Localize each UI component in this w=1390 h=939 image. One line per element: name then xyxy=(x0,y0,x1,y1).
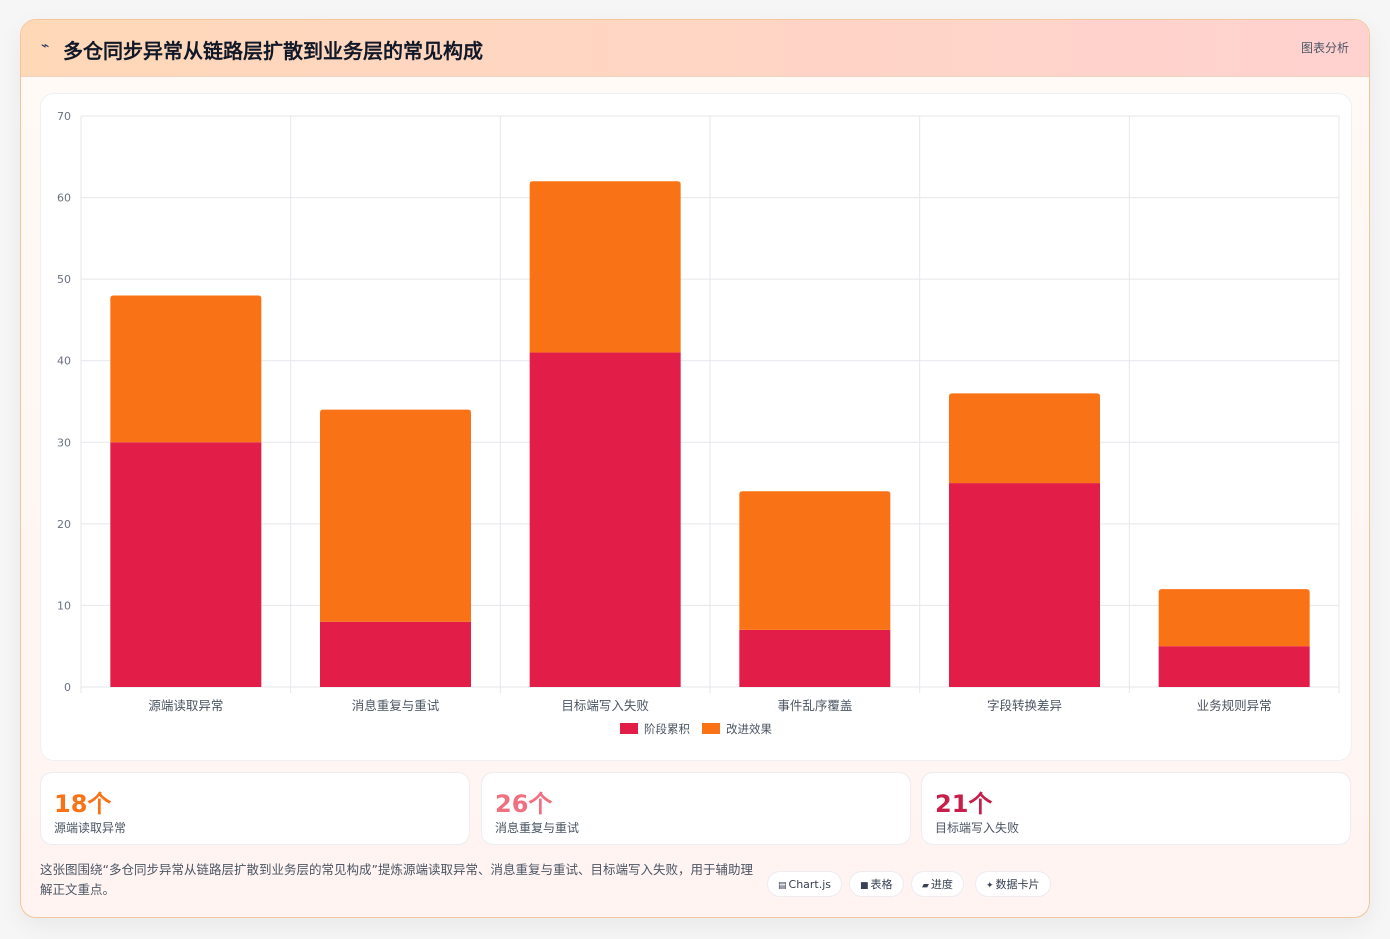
chart-card: ⌁ 多仓同步异常从链路层扩散到业务层的常见构成 图表分析 0 10 20 30 40 50… xyxy=(20,19,1370,918)
y-tick-label: 20 xyxy=(57,518,71,531)
chip-chartjs[interactable]: ▤ Chart.js xyxy=(767,871,843,897)
chart-panel: 0 10 20 30 40 50 60 70 源端读取异常 消息重复与重试 目标端写入失败 事件乱序覆… xyxy=(40,93,1352,761)
x-tick-label: 字段转换差异 xyxy=(987,698,1062,713)
stats-row: 18个 源端读取异常 26个 消息重复与重试 21个 目标端写入失败 xyxy=(40,772,1351,845)
bar-segment xyxy=(110,442,262,687)
chip-data-card[interactable]: ✦ 数据卡片 xyxy=(975,871,1051,897)
bar-segment xyxy=(739,491,891,630)
chart-analysis-link[interactable]: 图表分析 xyxy=(1300,41,1349,55)
x-tick-label: 目标端写入失败 xyxy=(561,698,649,713)
bar-segment xyxy=(1158,646,1310,687)
y-tick-label: 50 xyxy=(57,273,71,286)
sparkle-icon: ✦ xyxy=(986,881,994,891)
chart-line-icon: ⌁ xyxy=(41,38,50,54)
x-tick-label: 源端读取异常 xyxy=(148,698,223,713)
stacked-bar-chart: 0 10 20 30 40 50 60 70 源端读取异常 消息重复与重试 目标端写入失败 事件乱序覆… xyxy=(57,110,1340,736)
chip-progress[interactable]: ▰ 进度 xyxy=(911,871,964,897)
bar-segment xyxy=(320,409,471,622)
stat-card-message-retry: 26个 消息重复与重试 xyxy=(481,772,911,845)
table-icon: ■ xyxy=(860,881,869,891)
legend-swatch xyxy=(620,723,638,734)
chip-label: Chart.js xyxy=(788,878,832,891)
bar-segment xyxy=(320,621,471,687)
bar-segment xyxy=(949,393,1100,484)
chip-label: 表格 xyxy=(870,878,893,891)
bar-segment xyxy=(529,181,681,353)
stat-value: 26个 xyxy=(495,790,553,818)
y-tick-label: 0 xyxy=(64,681,71,694)
chart-icon: ▤ xyxy=(778,881,787,891)
page-title: 多仓同步异常从链路层扩散到业务层的常见构成 xyxy=(63,39,483,63)
x-tick-label: 事件乱序覆盖 xyxy=(777,698,852,713)
stat-card-source-read: 18个 源端读取异常 xyxy=(40,772,470,845)
bar-segment xyxy=(1158,589,1310,647)
chip-label: 进度 xyxy=(930,878,953,891)
x-tick-label: 消息重复与重试 xyxy=(352,698,440,713)
y-tick-label: 60 xyxy=(57,192,71,205)
chip-table[interactable]: ■ 表格 xyxy=(849,871,904,897)
stat-card-target-write: 21个 目标端写入失败 xyxy=(921,772,1351,845)
chip-label: 数据卡片 xyxy=(995,878,1040,891)
stat-label: 源端读取异常 xyxy=(54,821,127,835)
card-header: ⌁ 多仓同步异常从链路层扩散到业务层的常见构成 图表分析 xyxy=(21,20,1369,77)
legend-label: 改进效果 xyxy=(726,722,772,736)
bar-segment xyxy=(949,483,1100,687)
stat-label: 消息重复与重试 xyxy=(495,821,580,835)
stat-value: 21个 xyxy=(935,790,993,818)
y-tick-label: 30 xyxy=(57,436,71,449)
x-tick-label: 业务规则异常 xyxy=(1197,698,1272,713)
bar-segment xyxy=(529,352,681,687)
stat-value: 18个 xyxy=(54,790,112,818)
bar-segment xyxy=(110,295,262,443)
y-tick-label: 70 xyxy=(57,110,71,123)
legend-swatch xyxy=(702,723,720,734)
y-tick-label: 10 xyxy=(57,599,71,612)
chart-description: 这张图围绕“多仓同步异常从链路层扩散到业务层的常见构成”提炼源端读取异常、消息重… xyxy=(40,862,753,897)
bar-segment xyxy=(739,629,891,687)
progress-icon: ▰ xyxy=(922,881,929,891)
stat-label: 目标端写入失败 xyxy=(935,821,1020,835)
y-tick-label: 40 xyxy=(57,355,71,368)
legend-label: 阶段累积 xyxy=(644,722,690,736)
